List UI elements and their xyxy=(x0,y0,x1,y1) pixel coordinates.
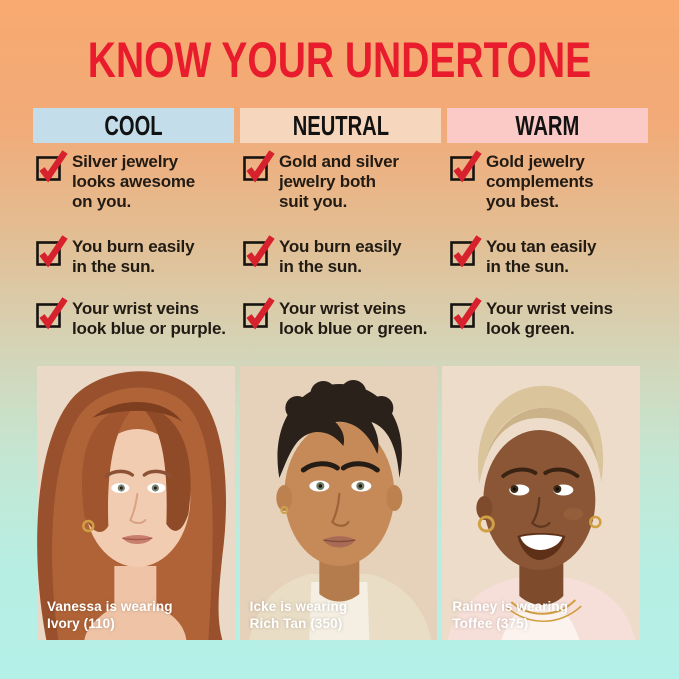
photo-rainey: Rainey is wearing Toffee (375) xyxy=(442,366,641,640)
checklist-cool: Silver jewelry looks awesome on you. You… xyxy=(33,150,234,366)
checklist-item-text: You burn easily in the sun. xyxy=(72,237,195,276)
model-photos: Vanessa is wearing Ivory (110) xyxy=(37,366,641,640)
checklist-item: Gold and silver jewelry both suit you. xyxy=(242,150,399,212)
portrait-vanessa-illustration xyxy=(37,366,235,640)
checkbox-checked-icon xyxy=(450,150,482,183)
checklist-item: Gold jewelry complements you best. xyxy=(449,150,594,212)
checklist-item-text: Gold jewelry complements you best. xyxy=(486,152,594,211)
portrait-rainey-illustration xyxy=(442,366,641,640)
checklist-item-text: You burn easily in the sun. xyxy=(279,237,402,276)
checkbox-checked-icon xyxy=(36,150,68,183)
checklist-item-text: Your wrist veins look blue or green. xyxy=(279,299,428,338)
header-cool: COOL xyxy=(33,108,234,143)
header-neutral-label: NEUTRAL xyxy=(292,109,389,141)
checklist-item: You burn easily in the sun. xyxy=(242,235,402,277)
checkbox-checked-icon xyxy=(243,235,275,268)
checklist-item: Your wrist veins look green. xyxy=(449,297,613,339)
photo-icke: Icke is wearing Rich Tan (350) xyxy=(239,366,438,640)
checklist-item-text: Silver jewelry looks awesome on you. xyxy=(72,152,196,211)
checkbox-checked-icon xyxy=(450,235,482,268)
checklist: Silver jewelry looks awesome on you. You… xyxy=(33,150,648,366)
header-warm-label: WARM xyxy=(515,109,580,141)
header-cool-label: COOL xyxy=(104,109,163,141)
photo-caption-rainey: Rainey is wearing Toffee (375) xyxy=(452,599,569,631)
checklist-neutral: Gold and silver jewelry both suit you. Y… xyxy=(240,150,441,366)
checklist-warm: Gold jewelry complements you best. You t… xyxy=(447,150,648,366)
photo-caption-icke: Icke is wearing Rich Tan (350) xyxy=(249,599,348,631)
photo-vanessa: Vanessa is wearing Ivory (110) xyxy=(37,366,235,640)
checklist-item-text: Gold and silver jewelry both suit you. xyxy=(279,152,399,211)
checkbox-checked-icon xyxy=(243,150,275,183)
header-warm: WARM xyxy=(447,108,648,143)
checklist-item: Your wrist veins look blue or green. xyxy=(242,297,428,339)
checklist-item-text: Your wrist veins look blue or purple. xyxy=(72,299,226,338)
checklist-item: Your wrist veins look blue or purple. xyxy=(35,297,226,339)
checklist-item: You tan easily in the sun. xyxy=(449,235,597,277)
checklist-item: Silver jewelry looks awesome on you. xyxy=(35,150,196,212)
page-title: KNOW YOUR UNDERTONE xyxy=(87,32,592,88)
checklist-item-text: Your wrist veins look green. xyxy=(486,299,613,338)
checkbox-checked-icon xyxy=(450,297,482,330)
header-neutral: NEUTRAL xyxy=(240,108,441,143)
checkbox-checked-icon xyxy=(243,297,275,330)
checkbox-checked-icon xyxy=(36,297,68,330)
photo-caption-vanessa: Vanessa is wearing Ivory (110) xyxy=(47,599,173,631)
portrait-icke-illustration xyxy=(239,366,438,640)
checkbox-checked-icon xyxy=(36,235,68,268)
column-headers: COOL NEUTRAL WARM xyxy=(33,108,648,143)
checklist-item: You burn easily in the sun. xyxy=(35,235,195,277)
checklist-item-text: You tan easily in the sun. xyxy=(486,237,597,276)
